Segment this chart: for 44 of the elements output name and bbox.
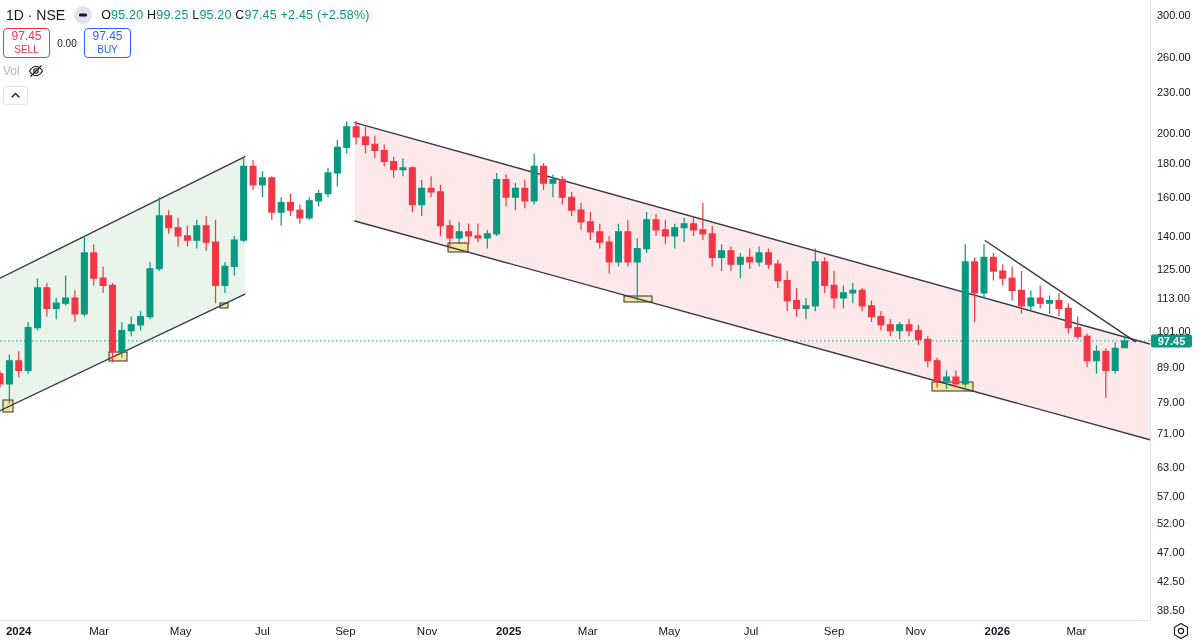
x-tick-label: Mar — [1066, 625, 1087, 637]
x-tick-label: 2025 — [495, 625, 523, 637]
y-tick-label: 160.00 — [1157, 191, 1191, 204]
y-tick-label: 71.00 — [1157, 426, 1185, 439]
x-tick-label: Jul — [743, 625, 759, 637]
annotation: Vol — [3, 64, 20, 78]
x-tick-label: 2024 — [5, 625, 33, 637]
x-tick-label: Sep — [335, 625, 356, 637]
y-tick-label: 260.00 — [1157, 50, 1191, 63]
y-tick-label: 180.00 — [1157, 157, 1191, 170]
annotation: 97.45 — [92, 29, 123, 43]
sell-button: 97.45 SELL — [3, 28, 50, 58]
x-tick-label: Mar — [89, 625, 110, 637]
text: 1D · NSE — [6, 7, 66, 23]
annotation: BUY — [97, 43, 118, 56]
annotation: O95.20 H99.25 L95.20 C97.45 +2.45 (+2.58%) — [101, 8, 370, 22]
x-tick-label: 2026 — [984, 625, 1011, 637]
y-tick-label: 38.50 — [1157, 604, 1185, 617]
x-tick-label: Jul — [255, 625, 270, 637]
y-tick-label: 42.50 — [1157, 575, 1185, 588]
ref-line-label: 97.45 — [1157, 334, 1186, 347]
x-tick-label: Mar — [577, 625, 598, 637]
y-tick-label: 125.00 — [1157, 262, 1191, 275]
x-tick-label: Sep — [823, 625, 845, 637]
y-tick-label: 89.00 — [1157, 361, 1185, 374]
x-tick-label: Nov — [905, 625, 927, 637]
annotation: SELL — [14, 43, 39, 56]
y-tick-label: 200.00 — [1157, 126, 1191, 139]
buy-button: 97.45 BUY — [84, 28, 131, 58]
y-tick-label: 52.00 — [1157, 516, 1185, 529]
y-tick-label: 300.00 — [1157, 9, 1191, 22]
y-tick-label: 230.00 — [1157, 86, 1191, 99]
y-tick-label: 79.00 — [1157, 395, 1185, 408]
y-tick-label: 140.00 — [1157, 229, 1191, 242]
y-tick-label: 47.00 — [1157, 546, 1185, 559]
x-tick-label: Nov — [416, 625, 438, 637]
annotation: 97.45 — [11, 29, 42, 43]
y-tick-label: 57.00 — [1157, 490, 1185, 503]
x-tick-label: May — [169, 625, 192, 637]
y-tick-label: 101.00 — [1157, 324, 1191, 337]
x-tick-label: May — [658, 625, 681, 637]
y-tick-label: 63.00 — [1157, 461, 1185, 474]
y-tick-label: 113.00 — [1157, 292, 1190, 305]
annotation: 0.00 — [56, 37, 78, 49]
